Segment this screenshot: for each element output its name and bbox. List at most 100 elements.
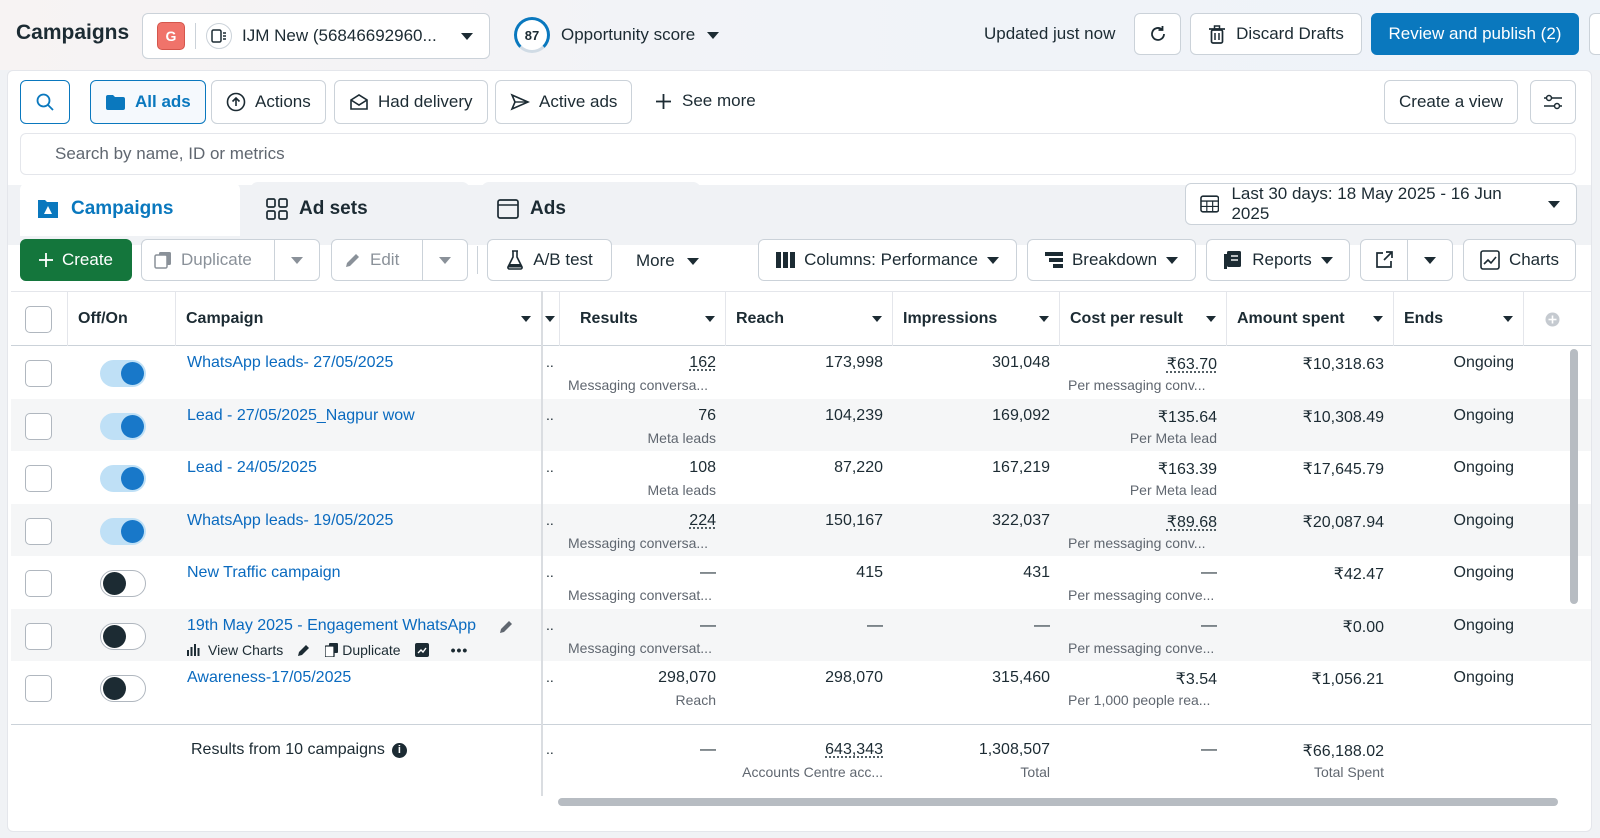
search-toggle-button[interactable] <box>20 80 70 124</box>
row-checkbox[interactable] <box>25 465 52 492</box>
more-actions-icon[interactable]: ••• <box>450 641 469 658</box>
campaigns-table: Off/On Campaign Results Reach Impression… <box>11 291 1591 796</box>
table-row[interactable]: WhatsApp leads- 27/05/2025.. 162 Messaging… <box>11 346 1591 398</box>
create-button[interactable]: Create <box>20 239 132 281</box>
table-row[interactable]: WhatsApp leads- 19/05/2025.. 224 Messaging… <box>11 503 1591 556</box>
columns-button[interactable]: Columns: Performance <box>758 239 1017 281</box>
header-ends[interactable]: Ends <box>1393 292 1523 346</box>
campaign-name-link[interactable]: 19th May 2025 - Engagement WhatsApp <box>187 616 477 634</box>
results-value[interactable]: 162 <box>689 354 716 371</box>
cell-reach: 298,070 <box>725 661 892 713</box>
chevron-down-icon[interactable] <box>291 257 303 264</box>
trend-icon[interactable] <box>414 642 429 657</box>
table-row[interactable]: Lead - 24/05/2025.. 108 Meta leads 87,220 16… <box>11 451 1591 503</box>
row-checkbox[interactable] <box>25 675 52 702</box>
ab-test-button[interactable]: A/B test <box>487 239 612 281</box>
page-title: Campaigns <box>16 21 130 44</box>
header-add-column[interactable] <box>1523 292 1581 346</box>
header-hidden-column[interactable] <box>543 292 559 346</box>
chevron-down-icon[interactable] <box>1424 257 1436 264</box>
header-results[interactable]: Results <box>559 292 725 346</box>
search-icon <box>36 93 54 111</box>
edit-button[interactable]: Edit <box>331 239 468 281</box>
truncated-column-marker: .. <box>546 616 554 633</box>
create-view-button[interactable]: Create a view <box>1384 80 1518 124</box>
campaign-name-link[interactable]: WhatsApp leads- 19/05/2025 <box>187 511 394 529</box>
campaign-toggle[interactable] <box>100 517 146 545</box>
header-results-label: Results <box>580 310 638 327</box>
chevron-down-icon[interactable] <box>439 257 451 264</box>
refresh-button[interactable] <box>1134 13 1181 55</box>
info-icon[interactable]: i <box>391 742 407 758</box>
table-row[interactable]: New Traffic campaign.. — Messaging convers… <box>11 556 1591 608</box>
header-cost-per-result[interactable]: Cost per result <box>1059 292 1226 346</box>
header-campaign[interactable]: Campaign <box>175 292 541 346</box>
row-checkbox[interactable] <box>25 412 52 440</box>
campaign-name-link[interactable]: New Traffic campaign <box>187 564 341 581</box>
results-subtext: Reach <box>675 692 716 708</box>
row-checkbox[interactable] <box>25 622 52 650</box>
tab-campaigns[interactable]: Campaigns <box>20 182 240 236</box>
table-row[interactable]: 19th May 2025 - Engagement WhatsApp View … <box>11 608 1591 661</box>
footer-reach-value[interactable]: 643,343 <box>825 741 883 758</box>
campaign-toggle[interactable] <box>100 570 146 597</box>
cost-value[interactable]: ₹89.68 <box>1166 513 1217 531</box>
chevron-down-icon <box>1320 256 1333 264</box>
impressions-value: 167,219 <box>992 459 1050 476</box>
campaign-name-link[interactable]: WhatsApp leads- 27/05/2025 <box>187 354 394 371</box>
reports-button[interactable]: Reports <box>1206 239 1350 281</box>
upload-circle-icon <box>226 92 246 112</box>
edit-name-icon[interactable] <box>499 619 514 634</box>
header-amount-spent[interactable]: Amount spent <box>1226 292 1393 346</box>
campaign-toggle[interactable] <box>100 360 146 387</box>
campaign-toggle[interactable] <box>100 622 146 650</box>
results-value[interactable]: 224 <box>689 511 716 529</box>
campaign-name-link[interactable]: Lead - 24/05/2025 <box>187 459 317 476</box>
date-range-picker[interactable]: Last 30 days: 18 May 2025 - 16 Jun 2025 <box>1185 183 1577 225</box>
filter-had-delivery[interactable]: Had delivery <box>334 80 488 124</box>
review-publish-button[interactable]: Review and publish (2) <box>1371 13 1579 55</box>
tab-ads[interactable]: Ads <box>481 182 701 236</box>
view-settings-button[interactable] <box>1530 80 1576 124</box>
campaign-toggle[interactable] <box>100 675 146 702</box>
select-all-checkbox[interactable] <box>25 305 52 333</box>
header-off-on[interactable]: Off/On <box>67 292 175 346</box>
discard-drafts-button[interactable]: Discard Drafts <box>1190 13 1362 55</box>
row-checkbox[interactable] <box>25 360 52 387</box>
header-impressions[interactable]: Impressions <box>892 292 1059 346</box>
tab-ad-sets[interactable]: Ad sets <box>250 182 470 236</box>
header-reach[interactable]: Reach <box>725 292 892 346</box>
vertical-scrollbar[interactable] <box>1570 349 1578 604</box>
search-input[interactable] <box>21 134 1575 174</box>
ends-value: Ongoing <box>1453 406 1515 424</box>
filter-all-ads[interactable]: All ads <box>90 80 206 124</box>
filter-actions[interactable]: Actions <box>211 80 326 124</box>
filter-active-ads[interactable]: Active ads <box>495 80 633 124</box>
see-more-filters[interactable]: See more <box>656 91 756 111</box>
export-button[interactable] <box>1360 239 1453 281</box>
table-row[interactable]: Awareness-17/05/2025.. 298,070 Reach 298,07… <box>11 661 1591 713</box>
opportunity-score[interactable]: 87 Opportunity score <box>514 17 720 53</box>
horizontal-scrollbar[interactable] <box>558 798 1558 806</box>
table-row[interactable]: Lead - 27/05/2025_Nagpur wow.. 76 Meta lea… <box>11 398 1591 451</box>
side-panel-edge[interactable] <box>1589 13 1600 55</box>
more-menu[interactable]: More <box>636 251 699 271</box>
campaign-name-link[interactable]: Awareness-17/05/2025 <box>187 669 352 686</box>
view-charts-action[interactable]: View Charts <box>208 641 284 658</box>
ad-account-selector[interactable]: G IJM New (56846692960... <box>142 13 490 59</box>
row-checkbox[interactable] <box>25 517 52 545</box>
campaign-toggle[interactable] <box>100 465 146 492</box>
campaign-toggle[interactable] <box>100 412 146 440</box>
breakdown-button[interactable]: Breakdown <box>1027 239 1196 281</box>
pencil-icon[interactable] <box>297 643 311 657</box>
chevron-down-icon <box>1206 316 1216 322</box>
cell-reach: 87,220 <box>725 451 892 503</box>
charts-button[interactable]: Charts <box>1463 239 1576 281</box>
divider <box>422 240 423 280</box>
cost-value[interactable]: ₹63.70 <box>1166 356 1217 373</box>
duplicate-button[interactable]: Duplicate <box>141 239 320 281</box>
duplicate-action[interactable]: Duplicate <box>342 641 401 658</box>
duplicate-icon <box>154 252 171 269</box>
campaign-name-link[interactable]: Lead - 27/05/2025_Nagpur wow <box>187 406 415 424</box>
row-checkbox[interactable] <box>25 570 52 597</box>
